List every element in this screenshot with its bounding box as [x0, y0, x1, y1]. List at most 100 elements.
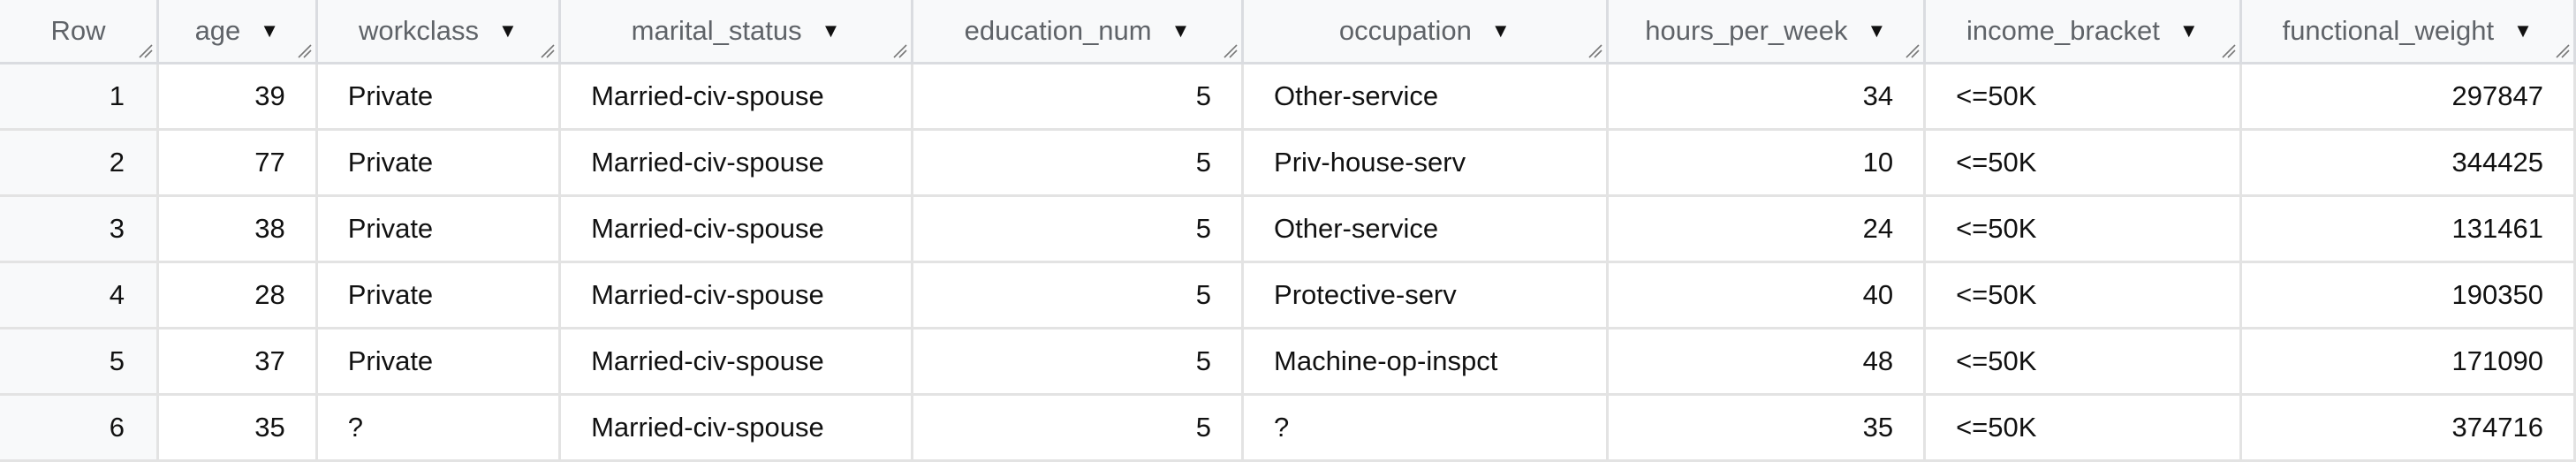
column-label: age	[194, 15, 241, 46]
cell-functional-weight[interactable]: 374716	[2240, 394, 2576, 462]
cell-education-num[interactable]: 5	[912, 63, 1245, 131]
column-label: occupation	[1338, 15, 1472, 46]
cell-age[interactable]: 28	[157, 261, 318, 329]
cell-workclass[interactable]: Private	[316, 195, 562, 263]
cell-education-num[interactable]: 5	[912, 129, 1245, 197]
sort-arrow-icon[interactable]: ▼	[260, 19, 280, 42]
column-resize-handle-icon[interactable]	[2554, 42, 2570, 58]
cell-education-num[interactable]: 5	[912, 195, 1245, 263]
table-row[interactable]: 5 37 Private Married-civ-spouse 5 Machine-op-…	[0, 328, 2576, 396]
cell-workclass[interactable]: Private	[316, 129, 562, 197]
table-row[interactable]: 2 77 Private Married-civ-spouse 5 Priv-house-…	[0, 129, 2576, 197]
cell-occupation[interactable]: Machine-op-inspct	[1242, 328, 1609, 396]
header-content: Row	[0, 15, 155, 47]
cell-income-bracket[interactable]: <=50K	[1924, 129, 2242, 197]
cell-hours-per-week[interactable]: 34	[1607, 63, 1927, 131]
column-header-education-num[interactable]: education_num ▼	[912, 0, 1245, 64]
header-content: age ▼	[159, 15, 314, 47]
table-row[interactable]: 4 28 Private Married-civ-spouse 5 Protective-…	[0, 261, 2576, 329]
cell-income-bracket[interactable]: <=50K	[1924, 328, 2242, 396]
cell-functional-weight[interactable]: 131461	[2240, 195, 2576, 263]
cell-occupation[interactable]: Other-service	[1242, 195, 1609, 263]
cell-marital-status[interactable]: Married-civ-spouse	[559, 328, 913, 396]
cell-occupation[interactable]: Priv-house-serv	[1242, 129, 1609, 197]
cell-occupation[interactable]: Protective-serv	[1242, 261, 1609, 329]
column-header-hours-per-week[interactable]: hours_per_week ▼	[1607, 0, 1927, 64]
sort-arrow-icon[interactable]: ▼	[1490, 19, 1511, 42]
cell-age[interactable]: 35	[157, 394, 318, 462]
header-content: occupation ▼	[1244, 15, 1604, 47]
sort-arrow-icon[interactable]: ▼	[498, 19, 518, 42]
cell-age[interactable]: 39	[157, 63, 318, 131]
column-resize-handle-icon[interactable]	[1222, 42, 1238, 58]
row-number[interactable]: 1	[0, 63, 159, 131]
cell-functional-weight[interactable]: 171090	[2240, 328, 2576, 396]
cell-hours-per-week[interactable]: 48	[1607, 328, 1927, 396]
cell-functional-weight[interactable]: 297847	[2240, 63, 2576, 131]
header-content: education_num ▼	[913, 15, 1240, 47]
cell-income-bracket[interactable]: <=50K	[1924, 63, 2242, 131]
cell-income-bracket[interactable]: <=50K	[1924, 195, 2242, 263]
column-header-marital-status[interactable]: marital_status ▼	[559, 0, 913, 64]
cell-education-num[interactable]: 5	[912, 394, 1245, 462]
column-header-income-bracket[interactable]: income_bracket ▼	[1924, 0, 2242, 64]
sort-arrow-icon[interactable]: ▼	[821, 19, 841, 42]
cell-age[interactable]: 77	[157, 129, 318, 197]
cell-education-num[interactable]: 5	[912, 328, 1245, 396]
table-row[interactable]: 1 39 Private Married-civ-spouse 5 Other-servi…	[0, 63, 2576, 131]
column-resize-handle-icon[interactable]	[1904, 42, 1920, 58]
column-header-functional-weight[interactable]: functional_weight ▼	[2240, 0, 2576, 64]
sort-arrow-icon[interactable]: ▼	[1867, 19, 1887, 42]
cell-workclass[interactable]: Private	[316, 63, 562, 131]
column-header-workclass[interactable]: workclass ▼	[316, 0, 562, 64]
column-resize-handle-icon[interactable]	[539, 42, 555, 58]
cell-workclass[interactable]: ?	[316, 394, 562, 462]
cell-hours-per-week[interactable]: 24	[1607, 195, 1927, 263]
row-number[interactable]: 4	[0, 261, 159, 329]
row-number[interactable]: 5	[0, 328, 159, 396]
cell-occupation[interactable]: ?	[1242, 394, 1609, 462]
column-resize-handle-icon[interactable]	[1587, 42, 1602, 58]
sort-arrow-icon[interactable]: ▼	[1171, 19, 1191, 42]
column-label: income_bracket	[1966, 15, 2160, 46]
row-number[interactable]: 2	[0, 129, 159, 197]
table-row[interactable]: 6 35? Married-civ-spouse 5? 35 <=50K 374716	[0, 394, 2576, 462]
cell-hours-per-week[interactable]: 10	[1607, 129, 1927, 197]
cell-hours-per-week[interactable]: 40	[1607, 261, 1927, 329]
cell-marital-status[interactable]: Married-civ-spouse	[559, 261, 913, 329]
cell-functional-weight[interactable]: 344425	[2240, 129, 2576, 197]
table-row[interactable]: 3 38 Private Married-civ-spouse 5 Other-servi…	[0, 195, 2576, 263]
cell-marital-status[interactable]: Married-civ-spouse	[559, 195, 913, 263]
cell-income-bracket[interactable]: <=50K	[1924, 394, 2242, 462]
cell-hours-per-week[interactable]: 35	[1607, 394, 1927, 462]
cell-occupation[interactable]: Other-service	[1242, 63, 1609, 131]
cell-marital-status[interactable]: Married-civ-spouse	[559, 394, 913, 462]
cell-workclass[interactable]: Private	[316, 261, 562, 329]
column-resize-handle-icon[interactable]	[296, 42, 312, 58]
cell-functional-weight[interactable]: 190350	[2240, 261, 2576, 329]
cell-marital-status[interactable]: Married-civ-spouse	[559, 63, 913, 131]
sort-arrow-icon[interactable]: ▼	[2178, 19, 2199, 42]
header-content: marital_status ▼	[561, 15, 909, 47]
column-resize-handle-icon[interactable]	[137, 42, 153, 58]
row-number[interactable]: 3	[0, 195, 159, 263]
column-header-age[interactable]: age ▼	[157, 0, 318, 64]
row-number[interactable]: 6	[0, 394, 159, 462]
cell-education-num[interactable]: 5	[912, 261, 1245, 329]
header-content: functional_weight ▼	[2242, 15, 2572, 47]
cell-income-bracket[interactable]: <=50K	[1924, 261, 2242, 329]
cell-marital-status[interactable]: Married-civ-spouse	[559, 129, 913, 197]
column-header-row[interactable]: Row	[0, 0, 159, 64]
sort-arrow-icon[interactable]: ▼	[2513, 19, 2533, 42]
column-label: education_num	[964, 15, 1152, 46]
header-row: Row age ▼ workclass ▼ marital_status ▼ educatio…	[0, 0, 2576, 64]
cell-workclass[interactable]: Private	[316, 328, 562, 396]
cell-age[interactable]: 38	[157, 195, 318, 263]
column-resize-handle-icon[interactable]	[2220, 42, 2236, 58]
column-label: functional_weight	[2282, 15, 2495, 46]
header-content: hours_per_week ▼	[1609, 15, 1922, 47]
column-resize-handle-icon[interactable]	[891, 42, 907, 58]
column-header-occupation[interactable]: occupation ▼	[1242, 0, 1609, 64]
cell-age[interactable]: 37	[157, 328, 318, 396]
